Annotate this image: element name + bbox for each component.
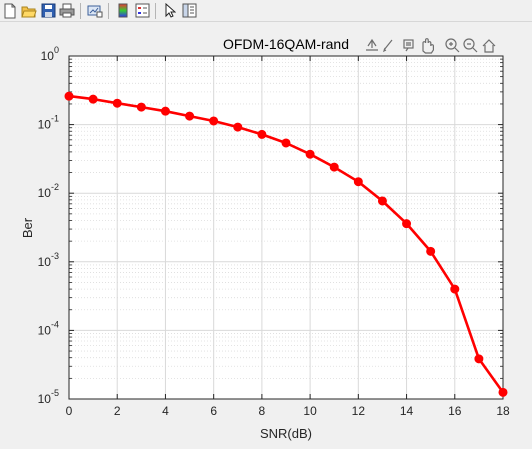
data-point [136,102,146,112]
y-tick-label: 10-5 [38,388,59,406]
x-tick-label: 18 [496,404,510,418]
data-point [426,246,436,256]
datatip-icon[interactable] [403,39,414,52]
y-tick-label: 10-1 [38,114,59,132]
x-tick-label: 14 [400,404,414,418]
y-tick-label: 10-3 [38,251,59,269]
y-tick-labels: 10-5 10-4 10-3 10-2 10-1 100 [38,45,59,406]
link-plot-icon[interactable] [86,2,104,20]
data-point [112,98,122,108]
data-point [450,284,460,294]
print-figure-icon[interactable] [58,2,76,20]
x-tick-label: 8 [259,404,266,418]
data-point [185,111,195,121]
x-tick-label: 16 [448,404,462,418]
data-point [474,354,484,364]
x-tick-label: 12 [352,404,366,418]
toolbar-separator [155,2,156,19]
x-tick-label: 6 [210,404,217,418]
series-layer [64,91,508,397]
axis-ticks [68,55,504,400]
save-figure-icon[interactable] [39,2,57,20]
x-tick-label: 0 [66,404,73,418]
data-point [377,196,387,206]
export-icon[interactable] [366,38,378,51]
zoom-out-icon[interactable] [463,38,478,53]
y-tick-label: 10-2 [38,182,59,200]
new-figure-icon[interactable] [1,2,19,20]
x-tick-label: 2 [114,404,121,418]
figure-toolbar [0,0,532,22]
pan-icon[interactable] [422,38,434,54]
restore-view-icon[interactable] [482,39,496,53]
data-point [233,122,243,132]
open-file-icon[interactable] [20,2,38,20]
toolbar-separator [108,2,109,19]
data-point [281,138,291,148]
y-axis-label: Ber [20,217,35,238]
data-point [160,106,170,116]
x-axis-label: SNR(dB) [260,426,312,441]
data-point [64,91,74,101]
edit-plot-icon[interactable] [161,2,179,20]
brush-icon[interactable] [382,39,393,53]
chart-title: OFDM-16QAM-rand [223,36,349,52]
data-point [88,94,98,104]
axes-toolbar [366,38,496,54]
insert-colorbar-icon[interactable] [114,2,132,20]
x-tick-labels: 0 2 4 6 8 10 12 14 16 18 [66,404,510,418]
figure-window: 0 2 4 6 8 10 12 14 16 18 10-5 10-4 10-3 10-2 10-1 100 … [0,22,532,444]
data-point [329,162,339,172]
data-point [209,116,219,126]
toolbar-separator [80,2,81,19]
plot-area [69,56,503,399]
axes-box [68,55,504,400]
x-tick-label: 10 [303,404,317,418]
data-point [498,387,508,397]
data-point [257,129,267,139]
data-point [353,177,363,187]
chart-canvas: 0 2 4 6 8 10 12 14 16 18 10-510-410-310-210-1100 … [20,36,510,441]
data-point [305,149,315,159]
data-point [402,219,412,229]
y-tick-label: 100 [41,45,59,63]
y-tick-label: 10-4 [38,319,59,337]
x-tick-label: 4 [162,404,169,418]
property-inspector-icon[interactable] [180,2,198,20]
zoom-in-icon[interactable] [445,38,460,53]
insert-legend-icon[interactable] [133,2,151,20]
